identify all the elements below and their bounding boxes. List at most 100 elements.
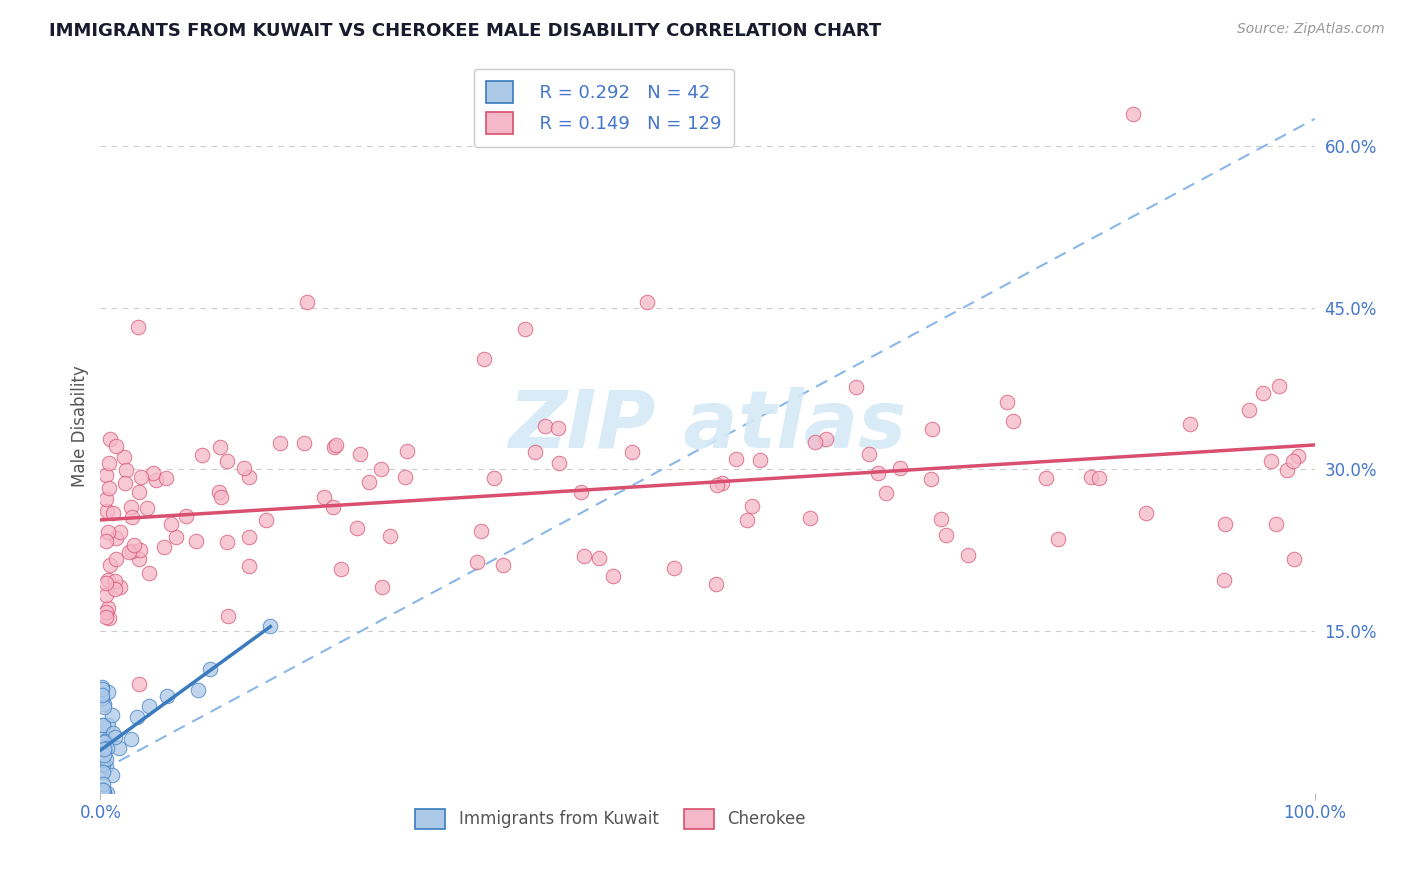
- Point: [548, 456, 571, 470]
- Point: [209, 491, 232, 505]
- Point: [128, 677, 150, 691]
- Point: [465, 555, 488, 569]
- Point: [97, 601, 120, 615]
- Point: [156, 689, 179, 703]
- Point: [741, 500, 763, 514]
- Point: [295, 295, 318, 310]
- Point: [534, 419, 557, 434]
- Point: [93, 786, 115, 800]
- Text: ZIP atlas: ZIP atlas: [509, 387, 907, 465]
- Point: [1284, 552, 1306, 566]
- Point: [815, 433, 838, 447]
- Point: [735, 513, 758, 527]
- Point: [1260, 454, 1282, 468]
- Point: [108, 741, 131, 756]
- Point: [492, 558, 515, 573]
- Point: [292, 436, 315, 450]
- Point: [145, 473, 167, 487]
- Point: [121, 509, 143, 524]
- Point: [96, 503, 118, 517]
- Point: [96, 468, 118, 483]
- Point: [91, 718, 114, 732]
- Point: [135, 500, 157, 515]
- Point: [238, 529, 260, 543]
- Point: [90, 753, 112, 767]
- Point: [1265, 517, 1288, 532]
- Point: [174, 509, 197, 524]
- Point: [97, 456, 120, 470]
- Point: [523, 444, 546, 458]
- Point: [547, 420, 569, 434]
- Point: [93, 697, 115, 711]
- Point: [931, 512, 953, 526]
- Point: [314, 490, 336, 504]
- Point: [105, 439, 128, 453]
- Point: [112, 450, 135, 465]
- Point: [724, 452, 747, 467]
- Point: [91, 757, 114, 772]
- Point: [97, 524, 120, 539]
- Text: IMMIGRANTS FROM KUWAIT VS CHEROKEE MALE DISABILITY CORRELATION CHART: IMMIGRANTS FROM KUWAIT VS CHEROKEE MALE …: [49, 22, 882, 40]
- Point: [101, 768, 124, 782]
- Point: [346, 521, 368, 535]
- Point: [1215, 517, 1237, 532]
- Point: [90, 782, 112, 797]
- Point: [232, 461, 254, 475]
- Point: [90, 786, 112, 800]
- Point: [90, 688, 112, 702]
- Point: [114, 476, 136, 491]
- Point: [858, 447, 880, 461]
- Point: [93, 786, 115, 800]
- Point: [359, 475, 381, 490]
- Point: [96, 606, 118, 620]
- Point: [100, 558, 122, 572]
- Point: [93, 700, 115, 714]
- Point: [186, 683, 208, 698]
- Point: [482, 470, 505, 484]
- Point: [97, 685, 120, 699]
- Point: [470, 524, 492, 538]
- Point: [269, 435, 291, 450]
- Point: [122, 538, 145, 552]
- Point: [1251, 385, 1274, 400]
- Point: [1237, 402, 1260, 417]
- Point: [711, 475, 734, 490]
- Point: [325, 438, 347, 452]
- Point: [920, 472, 942, 486]
- Point: [394, 470, 416, 484]
- Point: [1122, 106, 1144, 120]
- Point: [90, 764, 112, 778]
- Point: [91, 718, 114, 732]
- Point: [1281, 453, 1303, 467]
- Point: [588, 551, 610, 566]
- Point: [94, 759, 117, 773]
- Point: [866, 466, 889, 480]
- Point: [91, 777, 114, 791]
- Point: [208, 440, 231, 454]
- Point: [1088, 471, 1111, 485]
- Point: [155, 471, 177, 485]
- Point: [128, 319, 150, 334]
- Point: [1001, 414, 1024, 428]
- Point: [98, 481, 121, 495]
- Point: [845, 380, 868, 394]
- Text: Source: ZipAtlas.com: Source: ZipAtlas.com: [1237, 22, 1385, 37]
- Point: [1286, 450, 1309, 464]
- Point: [198, 662, 221, 676]
- Point: [1135, 506, 1157, 520]
- Point: [142, 467, 165, 481]
- Point: [371, 580, 394, 594]
- Point: [93, 741, 115, 756]
- Point: [621, 445, 644, 459]
- Point: [1267, 379, 1289, 393]
- Point: [749, 452, 772, 467]
- Point: [254, 513, 277, 527]
- Point: [96, 491, 118, 506]
- Point: [104, 582, 127, 597]
- Point: [93, 735, 115, 749]
- Point: [96, 610, 118, 624]
- Point: [322, 500, 344, 514]
- Point: [108, 525, 131, 540]
- Point: [110, 581, 132, 595]
- Point: [103, 726, 125, 740]
